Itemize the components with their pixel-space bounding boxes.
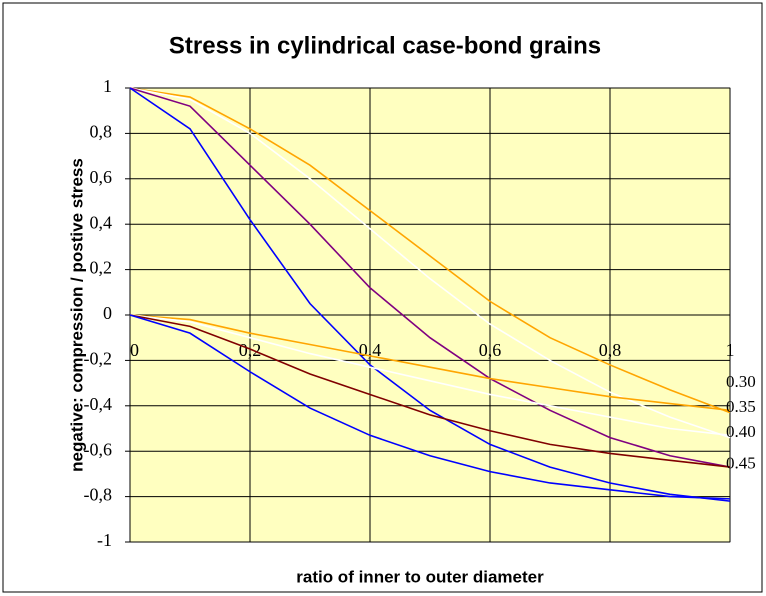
annotation: 0.45 bbox=[726, 454, 756, 473]
series-line bbox=[129, 314, 731, 500]
y-tick-label: -0,4 bbox=[84, 394, 113, 414]
y-tick-label: -1 bbox=[97, 530, 112, 550]
x-tick-label: 0,2 bbox=[239, 340, 262, 360]
chart-title: Stress in cylindrical case-bond grains bbox=[169, 32, 601, 59]
y-tick-label: -0,2 bbox=[84, 349, 113, 369]
y-tick-label: -0,6 bbox=[84, 439, 113, 459]
annotation: 0.30 bbox=[726, 372, 756, 391]
series-line bbox=[129, 87, 731, 502]
series-line bbox=[129, 87, 731, 414]
series-line bbox=[129, 314, 731, 412]
y-tick-label: 0 bbox=[103, 303, 112, 323]
series-line bbox=[129, 314, 731, 468]
series-line bbox=[129, 87, 731, 468]
y-tick-label: 0,6 bbox=[90, 167, 113, 187]
series-line bbox=[129, 314, 731, 437]
x-tick-label: 0,6 bbox=[479, 340, 502, 360]
y-tick-label: 0,8 bbox=[90, 122, 113, 142]
series-line bbox=[129, 87, 731, 439]
x-tick-label: 0,8 bbox=[599, 340, 622, 360]
y-tick-label: 0,4 bbox=[90, 212, 113, 232]
annotation: 0.40 bbox=[726, 422, 756, 441]
y-tick-label: 1 bbox=[103, 76, 112, 96]
x-tick-label: 0 bbox=[130, 340, 139, 360]
y-axis-label: negative: compression / postive stress bbox=[67, 158, 86, 472]
y-tick-label: 0,2 bbox=[90, 258, 113, 278]
x-axis-label: ratio of inner to outer diameter bbox=[296, 567, 544, 586]
y-tick-label: -0,8 bbox=[84, 485, 113, 505]
annotation: 0.35 bbox=[726, 397, 756, 416]
x-tick-label: 1 bbox=[726, 340, 735, 360]
